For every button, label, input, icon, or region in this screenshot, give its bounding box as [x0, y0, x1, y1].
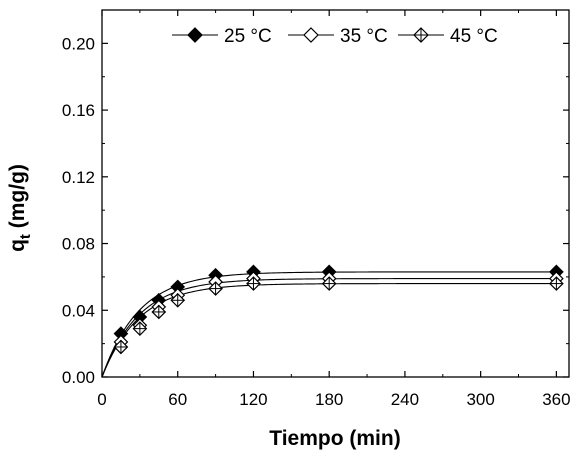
data-point-3: [170, 292, 186, 308]
data-point-3: [321, 276, 337, 291]
legend: 25 °C 35 °C 45 °C: [172, 26, 498, 47]
data-point-3: [549, 276, 564, 291]
y-axis-title-subscript: t: [17, 234, 34, 239]
x-tick-label: 360: [542, 390, 570, 409]
x-tick-label: 0: [97, 390, 106, 409]
y-tick-label: 0.20: [62, 34, 95, 53]
y-axis-title: qt (mg/g): [6, 164, 34, 252]
y-tick-label: 0.12: [62, 168, 95, 187]
data-markers: [113, 264, 564, 355]
x-tick-label: 240: [391, 390, 419, 409]
x-tick-label: 120: [239, 390, 267, 409]
legend-label-2: 35 °C: [340, 26, 388, 47]
legend-marker-1-shape: [187, 27, 203, 43]
legend-marker-3: [413, 27, 429, 43]
x-axis-title: Tiempo (min): [269, 427, 400, 450]
data-point-3: [208, 281, 223, 296]
x-tick-label: 300: [466, 390, 494, 409]
y-tick-label: 0.16: [62, 101, 95, 120]
y-axis-title-unit: (mg/g): [6, 164, 29, 234]
data-point-3: [132, 321, 148, 336]
plot-frame: [101, 9, 570, 378]
data-point-3: [113, 339, 129, 355]
legend-marker-1: [187, 27, 203, 43]
data-point-3: [246, 276, 261, 291]
axes: 0 60 120 180 240 300 360 0.00 0.04 0.08 0.12 0.16 0.…: [62, 9, 571, 409]
x-tick-label: 180: [315, 390, 343, 409]
legend-label-3: 45 °C: [450, 26, 498, 47]
y-tick-label: 0.04: [62, 301, 95, 320]
y-tick-label: 0.08: [62, 235, 95, 254]
data-point-3: [151, 304, 167, 320]
legend-marker-2: [303, 27, 319, 43]
legend-label-1: 25 °C: [224, 26, 272, 47]
fit-curve-2: [101, 278, 557, 378]
x-tick-label: 60: [168, 390, 187, 409]
y-tick-label: 0.00: [62, 368, 95, 387]
fit-curve-3: [101, 283, 557, 378]
legend-marker-2-shape: [303, 27, 319, 43]
y-axis-title-main: q: [6, 239, 29, 252]
